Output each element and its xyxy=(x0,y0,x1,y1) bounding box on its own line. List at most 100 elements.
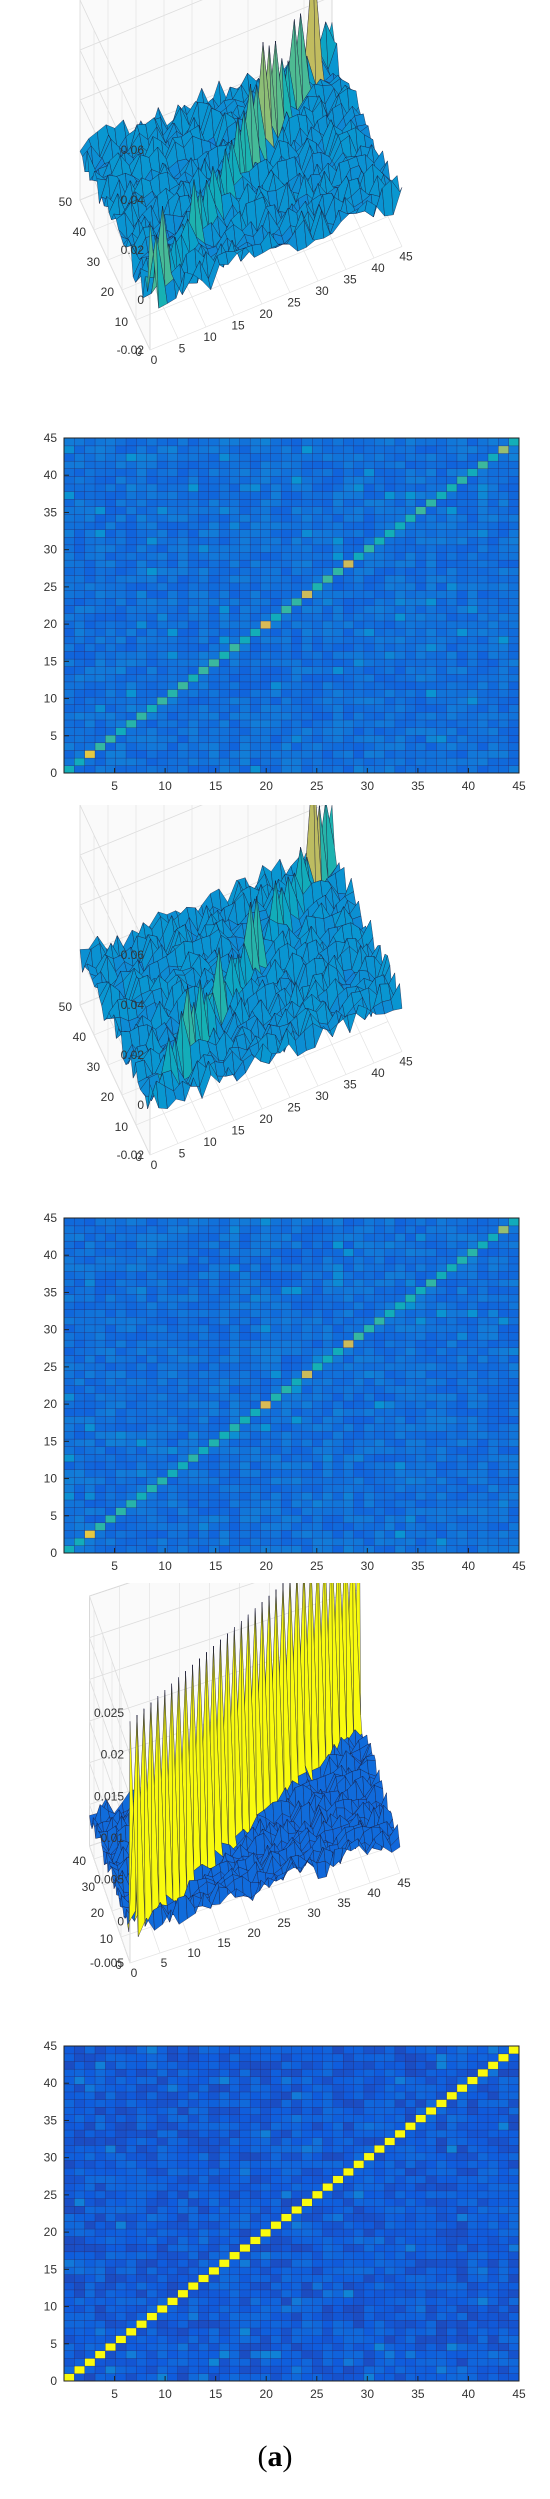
heatmap-cell xyxy=(312,1507,323,1516)
heatmap-cell xyxy=(239,1415,251,1425)
heatmap-cell xyxy=(467,1400,479,1409)
heatmap-cell xyxy=(291,1537,303,1546)
heatmap-cell xyxy=(198,574,210,584)
z-tick-label: 0.06 xyxy=(121,143,145,157)
heatmap-cell xyxy=(508,1354,520,1364)
x-tick-label: 10 xyxy=(158,779,172,793)
heatmap-cell xyxy=(167,689,179,698)
heatmap-cell xyxy=(425,513,437,523)
heatmap-cell xyxy=(332,453,344,462)
heatmap-cell xyxy=(280,1438,292,1447)
heatmap-cell xyxy=(84,1354,96,1364)
heatmap-cell xyxy=(74,1446,86,1455)
heatmap-cell xyxy=(322,453,334,462)
heatmap-cell xyxy=(74,1339,86,1348)
heatmap-cell xyxy=(136,696,148,705)
heatmap-cell xyxy=(446,1438,458,1447)
heatmap-cell xyxy=(125,673,137,683)
heatmap-cell xyxy=(353,1507,365,1516)
heatmap-cell xyxy=(115,552,127,561)
heatmap-cell xyxy=(353,1438,365,1447)
heatmap-cell xyxy=(394,498,406,507)
heatmap-cell xyxy=(405,536,417,546)
heatmap-cell xyxy=(125,521,137,530)
heatmap-cell xyxy=(353,1537,365,1546)
heatmap-cell xyxy=(208,1362,220,1371)
heatmap-cell xyxy=(156,1476,168,1485)
heatmap-cell xyxy=(146,1529,158,1539)
heatmap-cell xyxy=(63,1392,75,1402)
heatmap-cell xyxy=(456,544,468,553)
heatmap-cell xyxy=(363,513,375,523)
heatmap-cell xyxy=(374,1423,386,1432)
heatmap-cell xyxy=(218,1499,230,1508)
heatmap-cell xyxy=(394,1476,406,1485)
heatmap-cell xyxy=(125,704,137,713)
heatmap-cell xyxy=(239,460,251,469)
heatmap-cell xyxy=(198,460,210,469)
heatmap-cell xyxy=(467,689,479,698)
heatmap-cell xyxy=(363,1461,375,1470)
heatmap-cell xyxy=(487,582,499,591)
heatmap-cell xyxy=(477,1385,489,1394)
heatmap-cell xyxy=(405,521,417,530)
heatmap-cell xyxy=(270,453,282,462)
heatmap-cell xyxy=(332,475,344,485)
heatmap-cell xyxy=(394,544,406,553)
heatmap-cell xyxy=(280,1514,292,1524)
heatmap-cell xyxy=(270,445,282,454)
heatmap-cell xyxy=(405,1347,417,1356)
heatmap-cell xyxy=(136,1522,148,1531)
heatmap-cell xyxy=(280,765,292,774)
heatmap-cell xyxy=(353,1514,365,1524)
heatmap-cell xyxy=(425,681,437,690)
heatmap-cell xyxy=(208,559,220,568)
heatmap-cell xyxy=(260,612,272,622)
heatmap-cell xyxy=(508,1529,520,1539)
heatmap-cell xyxy=(218,552,230,561)
heatmap-cell xyxy=(105,643,117,652)
heatmap-cell xyxy=(301,1408,313,1417)
heatmap-cell xyxy=(456,483,468,492)
heatmap-cell xyxy=(415,658,427,667)
heatmap-cell xyxy=(208,1415,220,1425)
heatmap-cell xyxy=(74,1423,86,1432)
heatmap-cell xyxy=(94,651,106,660)
heatmap-cell xyxy=(146,597,158,606)
heatmap-cell xyxy=(353,483,365,492)
heatmap-cell xyxy=(405,506,417,515)
heatmap-cell xyxy=(477,483,489,492)
heatmap-cell xyxy=(187,1362,199,1371)
heatmap-cell xyxy=(477,597,489,606)
heatmap-cell xyxy=(394,734,406,744)
heatmap-cell xyxy=(415,620,427,629)
heatmap-cell xyxy=(74,437,86,447)
heatmap-cell xyxy=(208,1392,220,1402)
z-tick-label: 0.02 xyxy=(121,1048,145,1062)
heatmap-cell xyxy=(177,1453,189,1463)
heatmap-cell xyxy=(446,453,458,462)
heatmap-cell xyxy=(74,574,86,584)
heatmap-cell xyxy=(229,704,241,713)
heatmap-cell xyxy=(218,628,230,637)
heatmap-cell xyxy=(374,582,386,591)
heatmap-cell xyxy=(125,1377,137,1386)
heatmap-cell xyxy=(363,1484,375,1493)
heatmap-cell xyxy=(125,1370,137,1379)
heatmap-cell xyxy=(425,1484,437,1493)
heatmap-cell xyxy=(84,506,96,515)
heatmap-cell xyxy=(405,1545,417,1554)
heatmap-cell xyxy=(467,620,479,629)
heatmap-cell xyxy=(63,749,75,759)
heatmap-cell xyxy=(498,536,510,546)
heatmap-cell xyxy=(156,666,168,675)
heatmap-cell xyxy=(270,612,282,622)
heatmap-cell xyxy=(249,1461,261,1470)
heatmap-cell xyxy=(146,1362,158,1371)
heatmap-cell xyxy=(218,658,230,667)
heatmap-cell xyxy=(415,567,427,576)
heatmap-cell xyxy=(167,1332,179,1341)
heatmap-cell xyxy=(229,1377,241,1386)
heatmap-cell xyxy=(239,612,251,622)
heatmap-cell xyxy=(291,590,303,599)
